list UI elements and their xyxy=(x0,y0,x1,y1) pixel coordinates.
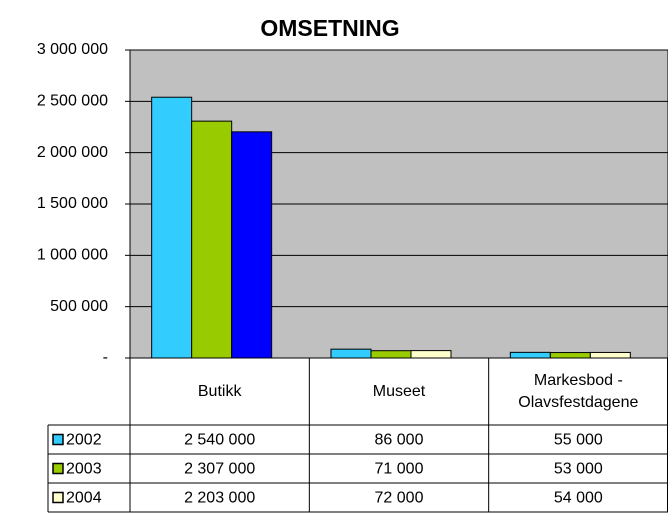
table-value: 2 307 000 xyxy=(184,461,255,478)
x-tick-label: Museet xyxy=(372,382,426,400)
y-tick-label: 1 500 000 xyxy=(37,195,108,212)
bar xyxy=(330,348,372,359)
category-cell: Museet xyxy=(372,382,426,400)
table-value: 72 000 xyxy=(375,490,424,507)
table-value: 71 000 xyxy=(375,461,424,478)
y-tick-label: 3 000 000 xyxy=(37,41,108,58)
table-value: 55 000 xyxy=(554,432,603,449)
table-value: 53 000 xyxy=(554,461,603,478)
y-tick-label: 500 000 xyxy=(50,298,108,315)
bar xyxy=(410,350,452,359)
table-value: 86 000 xyxy=(375,432,424,449)
y-tick-label: 2 500 000 xyxy=(37,93,108,110)
chart-title: OMSETNING xyxy=(260,15,399,41)
table-value: 2 203 000 xyxy=(184,490,255,507)
category-cell: Markesbod - Olavsfestdagene xyxy=(518,371,639,411)
legend-key xyxy=(52,462,64,475)
y-tick-label: 2 000 000 xyxy=(37,144,108,161)
legend-label: 2002 xyxy=(66,432,102,449)
category-cell: Butikk xyxy=(197,382,242,400)
bar xyxy=(231,131,273,359)
x-tick-label: Butikk xyxy=(197,382,242,400)
bar xyxy=(370,350,412,359)
y-tick-label: - xyxy=(103,349,108,366)
legend-key xyxy=(52,433,64,446)
table-value: 2 540 000 xyxy=(184,432,255,449)
y-tick-label: 1 000 000 xyxy=(37,247,108,264)
bar xyxy=(191,120,233,359)
legend-key xyxy=(52,491,64,504)
bar xyxy=(151,96,193,359)
table-value: 54 000 xyxy=(554,490,603,507)
legend-label: 2003 xyxy=(66,461,102,478)
x-tick-label: Markesbod - Olavsfestdagene xyxy=(518,371,639,411)
bar xyxy=(589,351,631,359)
legend-label: 2004 xyxy=(66,490,102,507)
